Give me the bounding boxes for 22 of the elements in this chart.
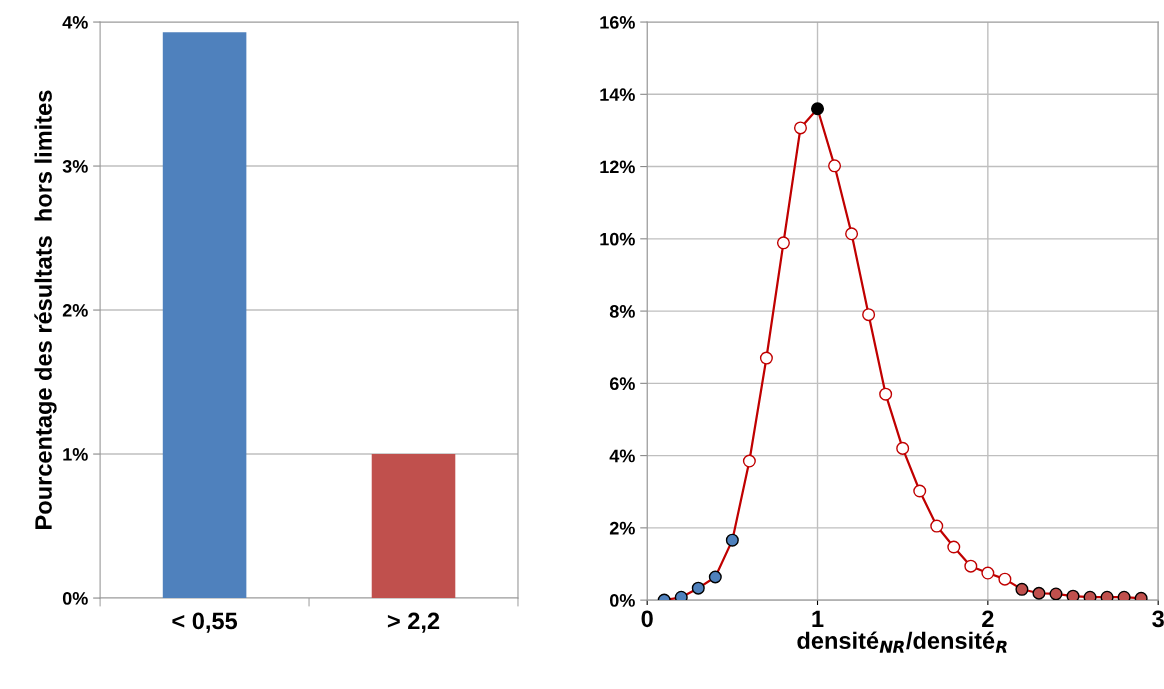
y-tick-label: 4%	[609, 449, 635, 463]
y-tick-label: 16%	[600, 15, 635, 29]
x-tick-label: 0	[641, 610, 653, 628]
y-tick-label: 12%	[600, 160, 635, 174]
x-axis-title: densité$_{NR}$/densité$_{R}$	[797, 631, 1007, 653]
y-tick-label: 14%	[600, 88, 635, 101]
y-tick-label: 8%	[609, 305, 635, 318]
y-axis-title: Pourcentage des résultats hors limites	[34, 90, 57, 529]
y-tick-label: 1%	[63, 448, 88, 461]
y-tick-label: 0%	[62, 591, 88, 605]
x-tick-label: < 0,55	[172, 612, 238, 633]
y-tick-label: 4%	[62, 16, 88, 29]
y-tick-label: 10%	[600, 232, 635, 246]
y-tick-label: 2%	[609, 521, 635, 535]
x-tick-label: > 2,2	[387, 612, 440, 633]
x-tick-label: 1	[812, 610, 824, 627]
y-tick-label: 0%	[610, 594, 635, 607]
y-tick-label: 3%	[62, 159, 88, 173]
x-tick-label: 2	[982, 610, 994, 627]
x-tick-label: 3	[1152, 610, 1164, 628]
y-tick-label: 2%	[62, 303, 88, 317]
y-tick-label: 6%	[609, 377, 635, 391]
